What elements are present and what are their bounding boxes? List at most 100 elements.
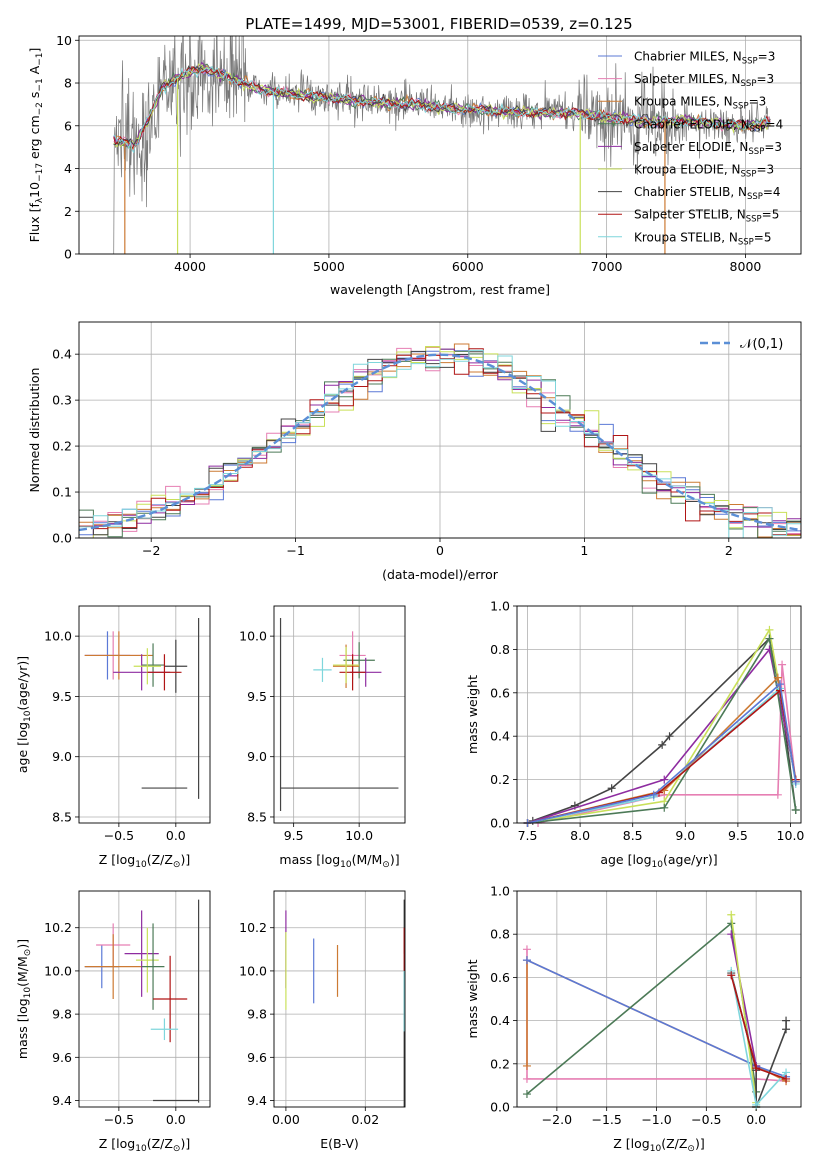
mass-weight-line bbox=[527, 682, 797, 823]
spectrum-ytick-label: 8 bbox=[64, 76, 72, 91]
spectrum-xtick-label: 6000 bbox=[452, 259, 484, 274]
spectrum-ytick-label: 10 bbox=[56, 33, 72, 48]
legend-label: Salpeter STELIB, NSSP=5 bbox=[634, 208, 779, 225]
mass-weight-marker bbox=[607, 784, 616, 793]
mass_weight_vs_age-ytick-label: 0.8 bbox=[490, 642, 510, 657]
age_vs_Z-frame bbox=[78, 605, 211, 824]
mass-weight-marker bbox=[522, 1074, 531, 1083]
mass-weight-line bbox=[527, 689, 797, 823]
age_vs_Z-ytick-label: 10.0 bbox=[44, 629, 72, 644]
mass_weight_vs_age-ytick-label: 0.6 bbox=[490, 685, 510, 700]
mass_weight_vs_age-ytick-label: 1.0 bbox=[490, 599, 510, 614]
mass_weight_vs_Z-ytick-label: 0.4 bbox=[490, 1013, 510, 1028]
age_vs_mass-ytick-label: 10.0 bbox=[239, 629, 267, 644]
spectrum-xtick-label: 7000 bbox=[591, 259, 623, 274]
mass-weight-line bbox=[527, 686, 797, 823]
mass_weight_vs_Z-xtick-label: −0.5 bbox=[691, 1112, 721, 1127]
mass-weight-line bbox=[730, 970, 787, 1107]
spectrum-ytick-label: 4 bbox=[64, 161, 72, 176]
spectrum-ytick-label: 0 bbox=[64, 247, 72, 262]
residual-histogram-line bbox=[79, 348, 801, 536]
residuals-frame bbox=[78, 321, 802, 539]
mass_vs_Z-xtick-label: −0.5 bbox=[104, 1112, 134, 1127]
residuals-ytick-label: 0.3 bbox=[52, 393, 72, 408]
mass-weight-marker bbox=[782, 1016, 791, 1025]
mass_weight_vs_Z-xtick-label: −1.5 bbox=[592, 1112, 622, 1127]
residuals-ylabel: Normed distribution bbox=[27, 368, 42, 493]
mass_weight_vs_age-xtick-label: 8.5 bbox=[623, 828, 643, 843]
mass-weight-marker bbox=[782, 1025, 791, 1034]
mass-weight-marker bbox=[522, 1061, 531, 1070]
mass_vs_ebv-ytick-label: 9.6 bbox=[247, 1050, 267, 1065]
mass_weight_vs_Z-xlabel: Z [log10(Z/Z⊙)] bbox=[613, 1136, 704, 1154]
residual-histogram-line bbox=[79, 349, 801, 538]
mass_weight_vs_Z-ytick-label: 0.8 bbox=[490, 927, 510, 942]
mass-weight-marker bbox=[752, 1064, 761, 1073]
mass_vs_ebv-xtick-label: 0.00 bbox=[272, 1112, 300, 1127]
mass-weight-line bbox=[730, 974, 787, 1080]
mass_vs_Z-ytick-label: 9.6 bbox=[52, 1050, 72, 1065]
mass_weight_vs_Z-frame bbox=[516, 890, 802, 1108]
legend-label: Chabrier MILES, NSSP=3 bbox=[634, 50, 775, 67]
mass-weight-marker bbox=[660, 803, 669, 812]
mass_vs_ebv-xlabel: E(B-V) bbox=[320, 1136, 359, 1151]
residuals-xlabel: (data-model)/error bbox=[382, 567, 499, 582]
mass_weight_vs_Z-xtick-label: −2.0 bbox=[542, 1112, 572, 1127]
age_vs_mass-ytick-label: 9.5 bbox=[247, 689, 267, 704]
mass-weight-marker bbox=[658, 740, 667, 749]
spectrum-xlabel: wavelength [Angstrom, rest frame] bbox=[330, 282, 550, 297]
mass-weight-marker bbox=[791, 777, 800, 786]
residuals-xtick-label: −2 bbox=[142, 543, 160, 558]
mass-weight-marker bbox=[522, 1090, 531, 1099]
mass-weight-marker bbox=[665, 732, 674, 741]
mass_vs_Z-ylabel: mass [log10(M/M⊙)] bbox=[15, 939, 33, 1059]
mass_weight_vs_Z-xtick-label: −1.0 bbox=[641, 1112, 671, 1127]
mass_weight_vs_age-xtick-label: 8.0 bbox=[570, 828, 590, 843]
mass_vs_Z-ytick-label: 9.8 bbox=[52, 1007, 72, 1022]
legend-label: Chabrier ELODIE, NSSP=4 bbox=[634, 117, 783, 134]
age_vs_mass-xtick-label: 9.5 bbox=[284, 828, 304, 843]
mass_weight_vs_Z-ytick-label: 1.0 bbox=[490, 884, 510, 899]
age_vs_mass-xlabel: mass [log10(M/M⊙)] bbox=[279, 852, 399, 870]
age_vs_Z-ylabel: age [log10(age/yr)] bbox=[15, 656, 33, 773]
residuals-ytick-label: 0.1 bbox=[52, 485, 72, 500]
mass_vs_Z-ytick-label: 10.2 bbox=[44, 920, 72, 935]
age_vs_Z-xtick-label: 0.0 bbox=[166, 828, 186, 843]
mass_vs_ebv-ytick-label: 10.0 bbox=[239, 963, 267, 978]
mass-weight-marker bbox=[773, 790, 782, 799]
mass_vs_Z-frame bbox=[78, 890, 211, 1108]
spectrum-xtick-label: 5000 bbox=[313, 259, 345, 274]
mass-weight-marker bbox=[782, 1074, 791, 1083]
mass-weight-marker bbox=[765, 634, 774, 643]
legend-label: Salpeter MILES, NSSP=3 bbox=[634, 72, 774, 89]
age_vs_mass-ytick-label: 8.5 bbox=[247, 809, 267, 824]
legend-label: Kroupa STELIB, NSSP=5 bbox=[634, 230, 772, 247]
mass_weight_vs_age-xtick-label: 9.5 bbox=[728, 828, 748, 843]
mass-weight-marker bbox=[522, 956, 531, 965]
spectrum-xtick-label: 8000 bbox=[730, 259, 762, 274]
mass_weight_vs_age-ytick-label: 0.4 bbox=[490, 729, 510, 744]
mass-weight-line bbox=[527, 636, 797, 823]
mass-weight-marker bbox=[522, 945, 531, 954]
mass_weight_vs_age-frame bbox=[516, 605, 802, 824]
spectrum-xtick-label: 4000 bbox=[174, 259, 206, 274]
mass_vs_ebv-xtick-label: 0.02 bbox=[351, 1112, 379, 1127]
mass_vs_ebv-frame bbox=[273, 890, 406, 1108]
mass_weight_vs_Z-ylabel: mass weight bbox=[465, 959, 480, 1038]
legend-label: Kroupa MILES, NSSP=3 bbox=[634, 95, 766, 112]
residuals-ytick-label: 0.2 bbox=[52, 439, 72, 454]
mass_weight_vs_Z-ytick-label: 0.0 bbox=[490, 1100, 510, 1115]
legend-label: Kroupa ELODIE, NSSP=3 bbox=[634, 163, 774, 180]
mass_weight_vs_age-xtick-label: 9.0 bbox=[675, 828, 695, 843]
age_vs_mass-ytick-label: 9.0 bbox=[247, 749, 267, 764]
mass-weight-marker bbox=[791, 805, 800, 814]
age_vs_Z-ytick-label: 9.0 bbox=[52, 749, 72, 764]
age_vs_mass-xtick-label: 10.0 bbox=[345, 828, 373, 843]
spectrum-ytick-label: 6 bbox=[64, 118, 72, 133]
spectrum-ylabel: Flux [fλ10−17 erg cm−2 s−1 A−1] bbox=[27, 48, 45, 243]
mass_vs_Z-ytick-label: 9.4 bbox=[52, 1093, 72, 1108]
age_vs_Z-xlabel: Z [log10(Z/Z⊙)] bbox=[99, 852, 190, 870]
age_vs_Z-xtick-label: −0.5 bbox=[104, 828, 134, 843]
normal-legend-label: 𝒩(0,1) bbox=[740, 337, 783, 352]
